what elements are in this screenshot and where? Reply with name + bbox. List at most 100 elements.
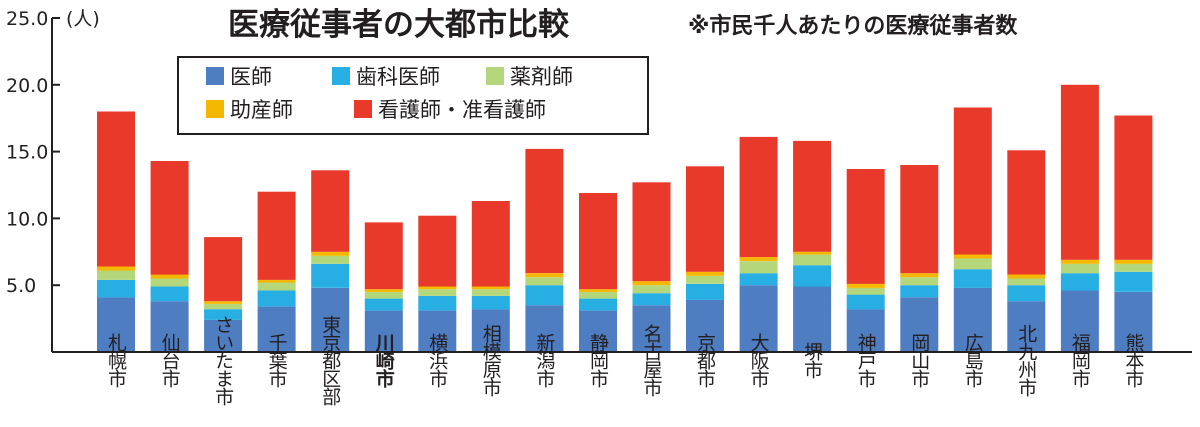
category-label: 広島市	[962, 333, 984, 388]
bar-segment	[204, 301, 243, 304]
bar-segment	[686, 299, 724, 352]
bar-segment	[900, 285, 939, 298]
bar-segment	[1114, 263, 1153, 272]
bar-segment	[953, 269, 992, 288]
bar-segment	[1114, 259, 1153, 264]
bar-segment	[1060, 259, 1099, 264]
category-label: 福岡市	[1069, 333, 1091, 388]
y-tick-label: 5.0	[6, 275, 36, 297]
bar-segment	[793, 265, 832, 287]
bar-segment	[471, 201, 510, 287]
category-label: 北九州市	[1015, 324, 1037, 397]
bar-segment	[1060, 273, 1099, 291]
category-label: 神戸市	[855, 333, 877, 388]
bar-segment	[953, 287, 992, 352]
bar-segment	[471, 309, 510, 352]
legend-swatch	[354, 100, 372, 118]
bar-segment	[311, 170, 350, 252]
bar-segment	[257, 306, 296, 352]
y-tick-label: 15.0	[6, 142, 48, 164]
bar-segment	[739, 285, 778, 352]
bar-segment	[204, 319, 243, 352]
bar-segment	[846, 294, 885, 310]
bar-segment	[364, 222, 403, 290]
bar-segment	[1007, 278, 1046, 286]
bar-segment	[632, 293, 671, 306]
category-label: 京都市	[694, 333, 716, 388]
bar-segment	[686, 275, 724, 284]
bar-segment	[739, 273, 778, 286]
bar-segment	[311, 251, 350, 256]
category-label: さいたま市	[212, 315, 234, 406]
legend-label: 看護師・准看護師	[378, 98, 546, 122]
bar-segment	[686, 166, 724, 272]
category-label: 川崎市	[373, 333, 396, 389]
legend-label: 医師	[230, 65, 272, 89]
bar-segment	[364, 289, 403, 292]
category-label: 静岡市	[587, 333, 609, 388]
bar-segment	[686, 283, 724, 300]
category-label: 岡山市	[908, 333, 930, 388]
category-label: 新潟市	[533, 333, 555, 388]
y-ticks: 5.0 10.0 15.0 20.0 25.0	[6, 8, 60, 297]
bar-segment	[525, 305, 564, 352]
bar-segment	[418, 286, 457, 290]
category-label: 相模原市	[480, 324, 502, 397]
bar-segment	[311, 287, 350, 352]
legend-swatch	[206, 67, 224, 85]
bar-segment	[204, 309, 243, 320]
bar-segment	[579, 289, 617, 292]
bar-segment	[257, 279, 296, 283]
category-label: 堺市	[801, 342, 823, 379]
category-label: 横浜市	[426, 333, 448, 388]
bar-segment	[846, 309, 885, 352]
legend-swatch	[486, 67, 504, 85]
category-labels: 札幌市 仙台市 さいたま市 千葉市 東京都区部 川崎市 横浜市 相模原市 新潟市 静岡市 名古屋市 京…	[105, 315, 1144, 406]
bar-segment	[793, 254, 832, 266]
bar-segment	[1007, 150, 1046, 275]
bar-segment	[311, 255, 350, 264]
bar-segment	[900, 273, 939, 278]
chart-subtitle: ※市民千人あたりの医療従事者数	[688, 13, 1018, 39]
category-label: 札幌市	[105, 333, 127, 388]
bar-segment	[257, 290, 296, 307]
bar-segment	[311, 263, 350, 288]
bar-segment	[257, 191, 296, 280]
legend-swatch	[332, 67, 350, 85]
bar-segment	[846, 169, 885, 284]
bar-segment	[150, 274, 189, 279]
category-label: 熊本市	[1122, 333, 1144, 388]
bar-segment	[364, 298, 403, 311]
bar-segment	[364, 291, 403, 299]
bar-segment	[579, 291, 617, 299]
bar-segment	[632, 305, 671, 352]
bar-segment	[1114, 271, 1153, 292]
bar-segment	[204, 303, 243, 310]
bar-segment	[150, 161, 189, 275]
bar-segment	[579, 193, 617, 290]
bar-segment	[579, 310, 617, 352]
bar-segment	[525, 273, 564, 278]
bar-segment	[525, 148, 564, 274]
legend-swatch	[206, 100, 224, 118]
bar-segment	[97, 279, 135, 298]
bar-segment	[686, 271, 724, 276]
bar-segment	[739, 136, 778, 258]
bar-segment	[97, 266, 135, 271]
bar-segment	[793, 251, 832, 255]
bar-segment	[953, 258, 992, 270]
bar-segment	[1060, 263, 1099, 274]
category-label: 大阪市	[748, 333, 770, 388]
bar-segment	[1060, 290, 1099, 352]
chart-title: 医療従事者の大都市比較	[228, 7, 570, 43]
y-tick-label: 10.0	[6, 208, 48, 230]
bar-segment	[632, 285, 671, 294]
bar-segment	[150, 278, 189, 287]
legend-label: 薬剤師	[510, 65, 573, 89]
bar-segment	[471, 286, 510, 290]
bar-segment	[1007, 274, 1046, 279]
category-label: 東京都区部	[319, 315, 341, 406]
bar-segment	[900, 297, 939, 352]
